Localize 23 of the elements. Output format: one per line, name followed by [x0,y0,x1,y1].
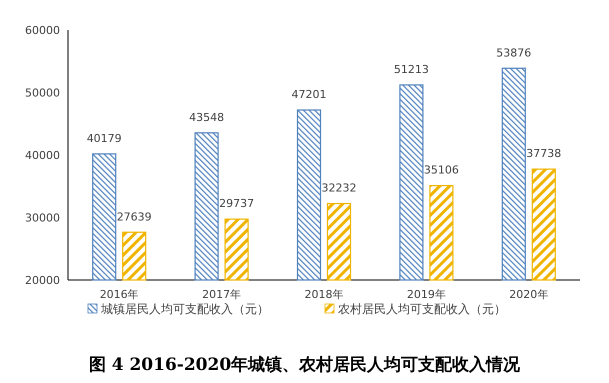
x-tick-label: 2019年 [406,288,446,301]
data-label: 47201 [292,88,326,101]
y-tick-label: 50000 [25,86,60,100]
data-label: 40179 [86,132,122,145]
x-tick-label: 2018年 [304,288,344,301]
x-tick-label: 2017年 [202,288,242,301]
data-label: 27639 [116,210,152,224]
y-tick-label: 40000 [25,149,60,162]
legend-label: 农村居民人均可支配收入（元） [338,302,506,316]
legend-label: 城镇居民人均可支配收入（元） [100,302,269,316]
x-tick-label: 2020年 [509,288,548,301]
text: 图 4 2016-2020年城镇、农村居民人均可支配收入情况 [88,355,522,375]
data-label: 35106 [424,164,459,177]
data-label: 29737 [219,197,254,210]
data-label: 32232 [322,182,356,195]
data-label: 43548 [189,110,224,124]
x-tick-label: 2016年 [100,288,139,301]
y-tick-label: 30000 [25,212,60,224]
data-label: 53876 [496,46,532,60]
data-label: 37738 [526,147,562,160]
y-tick-label: 60000 [25,24,60,37]
y-tick-label: 20000 [25,274,60,287]
data-label: 51213 [394,62,429,76]
